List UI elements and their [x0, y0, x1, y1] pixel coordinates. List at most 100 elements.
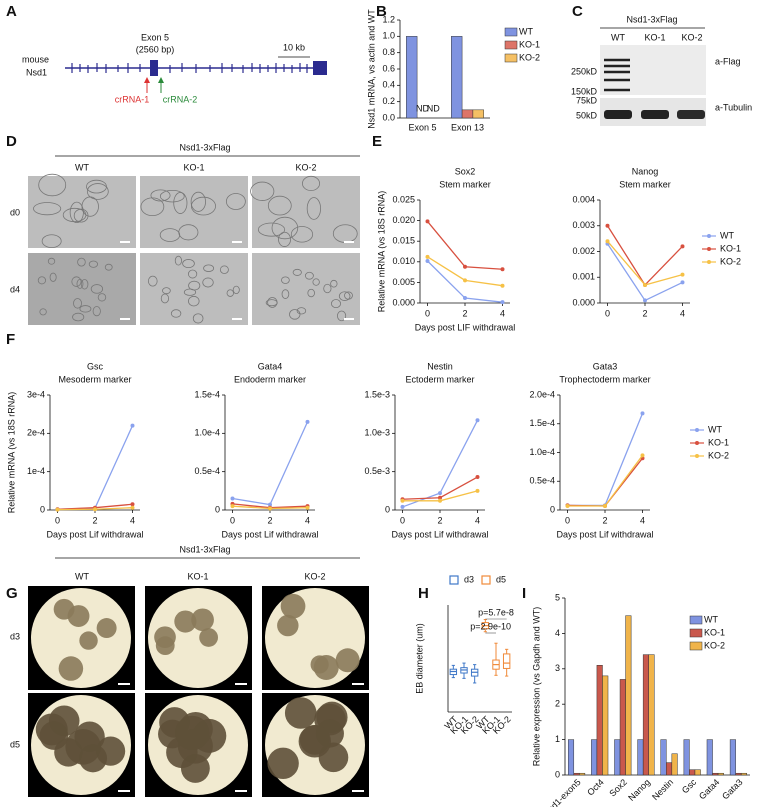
- colony: [192, 313, 204, 324]
- exon-size: (2560 bp): [136, 44, 175, 54]
- embryoid-body: [96, 618, 117, 639]
- column-label: KO-2: [304, 571, 325, 581]
- annotation: ND: [416, 103, 429, 113]
- point: [305, 419, 310, 424]
- y-tick-label: 1.0e-4: [529, 447, 555, 457]
- y-axis-label: Nsd1 mRNA, vs actin and WT: [366, 9, 376, 129]
- colony: [71, 276, 82, 287]
- point: [425, 254, 430, 259]
- y-axis-label: EB diameter (um): [414, 623, 424, 694]
- panel-label: A: [6, 3, 17, 20]
- colony: [182, 259, 195, 269]
- panel-label: H: [418, 585, 429, 602]
- y-tick-label: 0: [550, 504, 555, 514]
- chart-subtitle: Stem marker: [439, 179, 491, 189]
- colony: [47, 257, 56, 265]
- x-tick-label: 0: [400, 515, 405, 525]
- colony: [281, 276, 290, 284]
- colony: [296, 307, 307, 315]
- y-tick-label: 5: [555, 592, 560, 602]
- colony: [77, 257, 86, 267]
- bar: [573, 772, 580, 776]
- bar: [596, 665, 603, 776]
- legend-swatch: [449, 575, 459, 585]
- y-tick-label: 0: [40, 504, 45, 514]
- bar: [689, 769, 696, 776]
- y-tick-label: 0.5e-3: [364, 466, 390, 476]
- antibody: a-Tubulin: [715, 102, 752, 112]
- eb-images: [28, 586, 369, 797]
- bar: [683, 739, 690, 776]
- marker-label: 150kD: [571, 86, 598, 96]
- y-tick-label: 0.003: [572, 220, 595, 230]
- y-tick-label: 0.020: [392, 215, 415, 225]
- legend-label: KO-2: [720, 256, 741, 266]
- legend-marker: [695, 454, 699, 458]
- y-tick-label: 0.005: [392, 277, 415, 287]
- legend-swatch: [504, 53, 518, 63]
- point: [475, 475, 480, 480]
- x-tick-label: Gata4: [697, 777, 721, 801]
- legend-marker: [707, 260, 711, 264]
- colony: [225, 193, 246, 210]
- point: [603, 503, 607, 508]
- y-tick-label: 0: [555, 769, 560, 779]
- bar: [717, 772, 724, 776]
- y-tick-label: 1.0: [382, 31, 395, 41]
- legend-swatch: [689, 615, 703, 625]
- embryoid-body: [39, 721, 69, 750]
- colony: [49, 272, 57, 282]
- bar: [637, 739, 644, 776]
- embryoid-body: [280, 593, 306, 619]
- point: [93, 507, 97, 512]
- colony: [219, 265, 229, 274]
- legend-label: KO-1: [519, 39, 540, 49]
- colony: [170, 309, 182, 318]
- exons: [71, 63, 308, 73]
- y-tick-label: 0.8: [382, 47, 395, 57]
- x-axis-label: Days post Lif withdrawal: [556, 529, 653, 539]
- x-axis-label: Days post Lif withdrawal: [391, 529, 488, 539]
- chart-subtitle: Mesoderm marker: [58, 374, 131, 384]
- y-tick-label: 0.002: [572, 246, 595, 256]
- legend-swatch: [689, 628, 703, 638]
- legend-label: KO-1: [708, 437, 729, 447]
- point: [640, 411, 645, 416]
- colony: [160, 293, 170, 304]
- colony: [250, 181, 275, 201]
- colony: [306, 197, 322, 220]
- lane-label: KO-1: [644, 32, 665, 42]
- point: [605, 223, 610, 228]
- legend-marker: [707, 234, 711, 238]
- x-tick-label: Oct4: [585, 777, 606, 798]
- point: [463, 296, 467, 301]
- y-tick-label: 2: [555, 699, 560, 709]
- legend-label: KO-2: [708, 450, 729, 460]
- micrographs: [28, 173, 360, 325]
- column-label: KO-1: [187, 571, 208, 581]
- x-axis-label: Days post LIF withdrawal: [415, 322, 516, 332]
- x-axis-label: Days post Lif withdrawal: [221, 529, 318, 539]
- bar: [614, 739, 621, 776]
- series-line: [567, 413, 644, 507]
- embryoid-body: [155, 636, 175, 656]
- point: [500, 283, 505, 288]
- bar: [712, 772, 719, 776]
- row-label: d4: [10, 284, 20, 294]
- bar: [625, 615, 632, 776]
- colony: [41, 234, 62, 248]
- point: [400, 504, 405, 509]
- colony: [173, 192, 188, 214]
- bar: [591, 739, 598, 776]
- y-tick-label: 0.001: [572, 272, 595, 282]
- bar: [461, 109, 474, 119]
- bar: [472, 109, 484, 119]
- panel-label: F: [6, 331, 15, 348]
- well: [148, 588, 248, 688]
- x-tick-label: 2: [602, 515, 607, 525]
- embryoid-body: [310, 655, 329, 674]
- embryoid-body: [267, 747, 299, 780]
- point: [268, 506, 272, 511]
- lane-label: KO-2: [681, 32, 702, 42]
